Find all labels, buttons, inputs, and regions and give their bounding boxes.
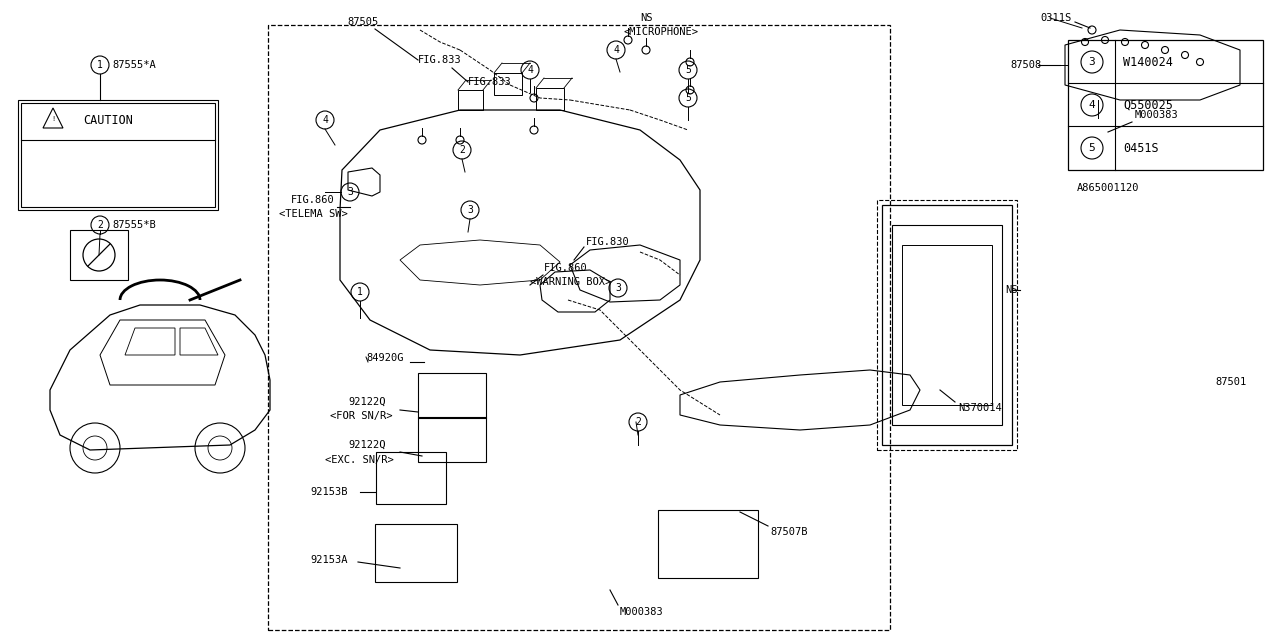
Bar: [536, 88, 564, 110]
Bar: [18, 100, 218, 210]
Text: <TELEMA SW>: <TELEMA SW>: [279, 209, 348, 219]
Text: FIG.860: FIG.860: [544, 263, 588, 273]
Text: 87507B: 87507B: [771, 527, 808, 537]
Text: 92122Q: 92122Q: [348, 440, 385, 450]
Text: 5: 5: [1088, 143, 1096, 153]
Text: 3: 3: [616, 283, 621, 293]
Text: FIG.860: FIG.860: [291, 195, 335, 205]
Bar: [70, 230, 128, 280]
Text: 92153B: 92153B: [310, 487, 347, 497]
Bar: [882, 205, 1012, 445]
Text: Q550025: Q550025: [1123, 99, 1172, 111]
Text: NS: NS: [1005, 285, 1018, 295]
Text: FIG.833: FIG.833: [419, 55, 462, 65]
Text: 2: 2: [97, 220, 102, 230]
Text: 92122Q: 92122Q: [348, 397, 385, 407]
Bar: [268, 25, 890, 630]
Text: <MICROPHONE>: <MICROPHONE>: [625, 27, 699, 37]
Text: 4: 4: [323, 115, 328, 125]
Text: FIG.830: FIG.830: [586, 237, 630, 247]
Text: 0451S: 0451S: [1123, 141, 1158, 154]
Text: 4: 4: [1088, 100, 1096, 110]
Text: NS: NS: [640, 13, 653, 23]
Text: 0311S: 0311S: [1039, 13, 1071, 23]
Text: FIG.833: FIG.833: [468, 77, 512, 87]
Text: A865001120: A865001120: [1076, 183, 1139, 193]
Text: 92153A: 92153A: [310, 555, 347, 565]
Bar: [877, 200, 1018, 450]
Text: CAUTION: CAUTION: [83, 113, 133, 127]
Text: 1: 1: [357, 287, 364, 297]
Text: !: !: [51, 116, 55, 122]
Text: 1: 1: [97, 60, 102, 70]
Text: M000383: M000383: [1135, 110, 1179, 120]
Text: 2: 2: [460, 145, 465, 155]
Text: 87505: 87505: [347, 17, 379, 27]
Bar: [1068, 40, 1263, 170]
Text: 5: 5: [685, 93, 691, 103]
Text: <EXC. SN/R>: <EXC. SN/R>: [325, 455, 394, 465]
Text: <WARNING BOX>: <WARNING BOX>: [530, 277, 612, 287]
Text: 3: 3: [1088, 57, 1096, 67]
Bar: [20, 103, 215, 207]
Bar: [458, 90, 483, 110]
Text: 87555*B: 87555*B: [113, 220, 156, 230]
Text: <FOR SN/R>: <FOR SN/R>: [330, 411, 393, 421]
Text: 3: 3: [347, 187, 353, 197]
Text: N370014: N370014: [957, 403, 1002, 413]
Text: 5: 5: [685, 65, 691, 75]
Text: 2: 2: [635, 417, 641, 427]
Text: M000383: M000383: [620, 607, 664, 617]
Text: 84920G: 84920G: [366, 353, 403, 363]
Text: 87555*A: 87555*A: [113, 60, 156, 70]
Text: 4: 4: [613, 45, 620, 55]
Text: 87508: 87508: [1010, 60, 1041, 70]
Text: 87501: 87501: [1215, 377, 1247, 387]
Text: 4: 4: [527, 65, 532, 75]
Text: 3: 3: [467, 205, 472, 215]
Bar: [494, 73, 522, 95]
Text: W140024: W140024: [1123, 56, 1172, 68]
